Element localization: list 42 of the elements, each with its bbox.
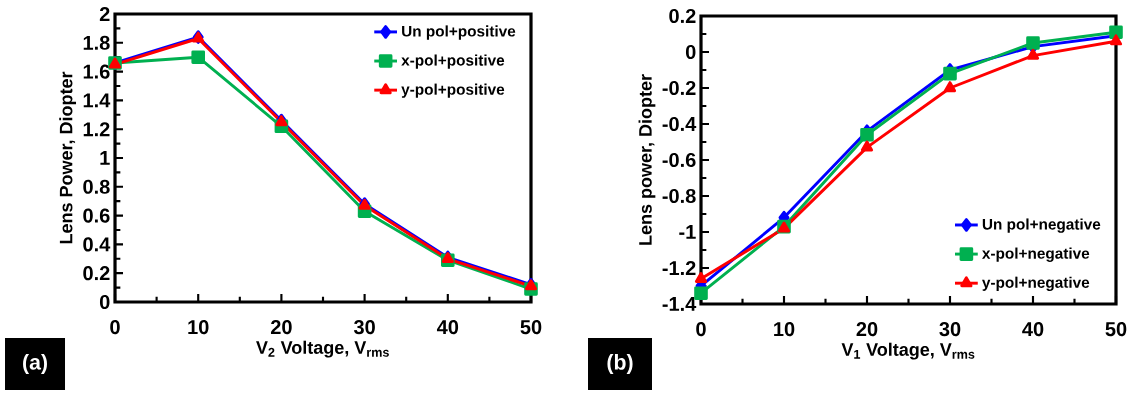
y-tick-label: 1 [100, 151, 110, 165]
y-tick-label: -1.2 [662, 261, 696, 275]
x-tick-label: 30 [353, 320, 375, 335]
y-tick-label: -0.8 [662, 188, 696, 204]
x-tick-label: 20 [270, 320, 292, 335]
x-tick-label: 30 [939, 322, 961, 337]
y-tick-label: 0.4 [83, 237, 111, 252]
y-tick-label: -0.6 [662, 152, 696, 168]
y-tick-label: 0.2 [669, 8, 696, 24]
x-tick-label: 40 [436, 320, 459, 335]
y-tick-label: 1.6 [83, 64, 110, 79]
x-tick-label: 40 [1022, 322, 1044, 337]
y-tick-label: 1.8 [83, 35, 110, 50]
text: (b) [607, 354, 633, 374]
x-tick-label: 50 [520, 320, 542, 335]
y-tick-label: 1.2 [83, 122, 110, 137]
x-axis-title: V$_{1}$ Voltage, V$_{rms}$ [841, 342, 975, 360]
legend-label: Un pol+negative [982, 218, 1101, 233]
x-tick-label: 10 [188, 320, 209, 335]
legend-label: Un pol+positive [402, 25, 516, 40]
legend-label: x-pol+positive [401, 54, 505, 69]
y-axis-title: Lens Power, Diopter [59, 71, 77, 244]
x-tick-label: 20 [856, 322, 878, 337]
y-axis-title: Lens power, Diopter [638, 74, 656, 245]
legend-label: y-pol+positive [401, 83, 505, 98]
y-tick-label: 0.8 [83, 179, 110, 194]
y-tick-label: -1 [679, 225, 696, 239]
x-tick-label: 10 [774, 322, 795, 337]
y-tick-label: -0.2 [662, 80, 696, 96]
legend-label: x-pol+negative [982, 247, 1090, 262]
x-tick-label: 50 [1105, 322, 1127, 337]
text: (a) [23, 354, 47, 374]
legend-label: y-pol+negative [982, 276, 1090, 291]
y-tick-label: 0.6 [83, 208, 110, 223]
y-tick-label: 2 [99, 7, 110, 21]
y-tick-label: -1.4 [662, 297, 697, 311]
y-tick-label: 0.2 [83, 266, 110, 281]
x-axis-title: V$_{2}$ Voltage, V$_{rms}$ [256, 340, 389, 358]
y-tick-label: 1.4 [83, 93, 111, 108]
y-tick-label: 0 [99, 294, 110, 310]
y-tick-label: -0.4 [662, 116, 697, 132]
y-tick-label: 0 [685, 44, 696, 60]
